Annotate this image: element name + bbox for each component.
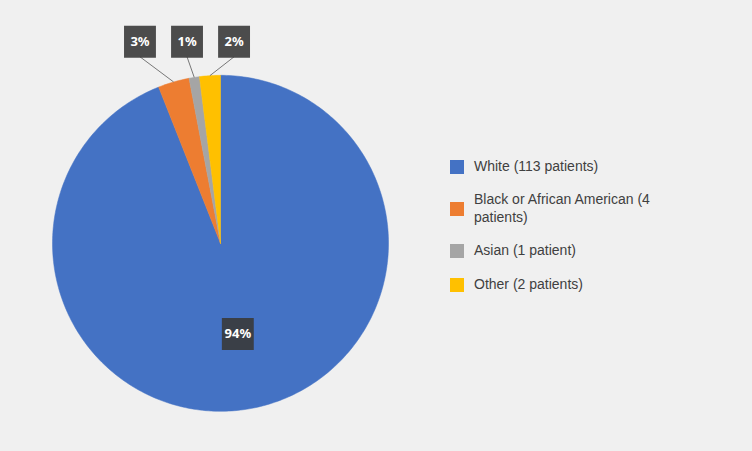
html-text:Black or African American (4 p: Black or African American (4 patients) bbox=[474, 191, 650, 225]
html-text:Other (2 patients): Other (2 patients) bbox=[474, 275, 583, 292]
html-text:Asian (1 patient): Asian (1 patient) bbox=[474, 242, 576, 259]
svg-text:2%: 2% bbox=[224, 31, 243, 49]
svg-text:3%: 3% bbox=[130, 31, 149, 49]
html-text:White (113 patients): White (113 patients) bbox=[474, 157, 599, 174]
svg-text:1%: 1% bbox=[177, 31, 196, 49]
svg-text:94%: 94% bbox=[225, 324, 252, 342]
